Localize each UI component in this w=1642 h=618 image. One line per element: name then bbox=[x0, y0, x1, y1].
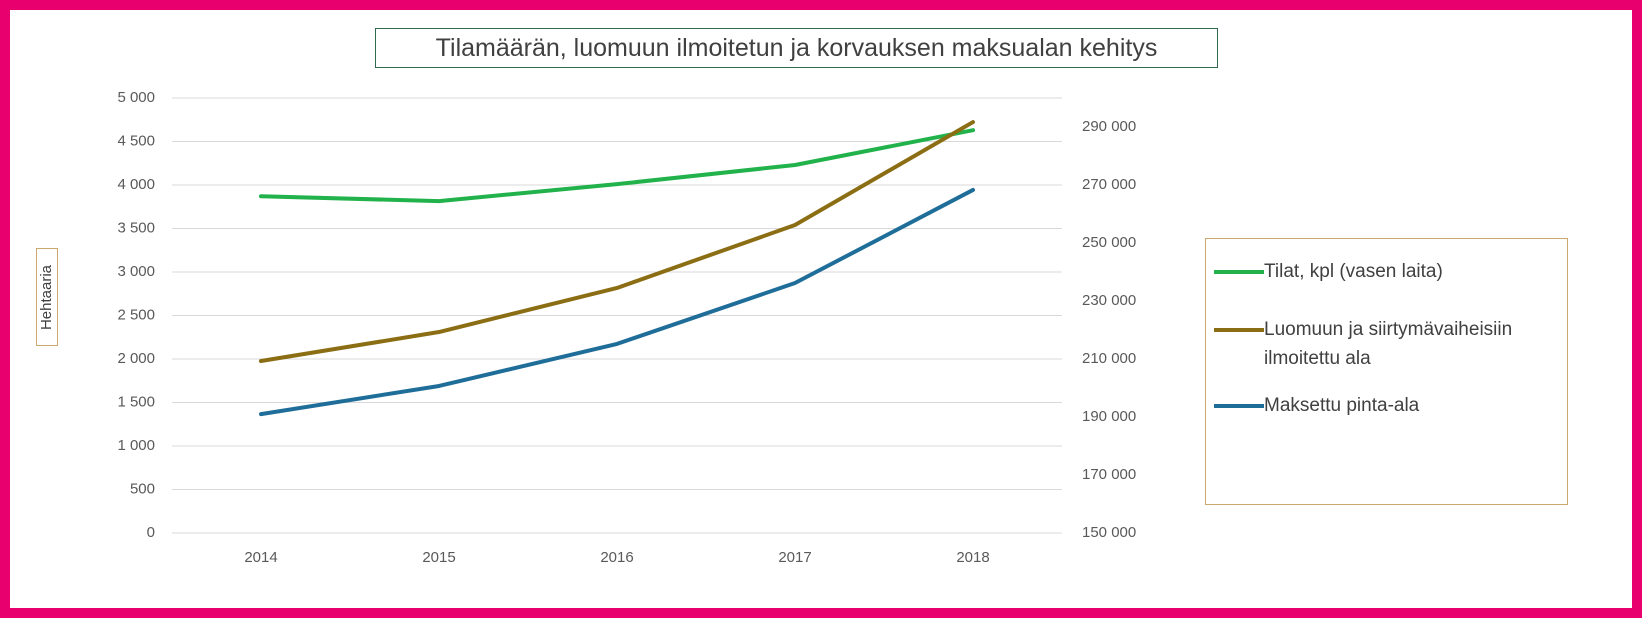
series-line bbox=[259, 128, 975, 204]
y-axis-label: Hehtaaria bbox=[38, 264, 56, 330]
legend-swatch bbox=[1214, 328, 1264, 332]
legend-swatch bbox=[1214, 404, 1264, 408]
y-tick-label: 2 500 bbox=[117, 306, 155, 323]
y2-tick-label: 230 000 bbox=[1082, 292, 1136, 309]
y2-tick-label: 290 000 bbox=[1082, 118, 1136, 135]
y2-tick-label: 150 000 bbox=[1082, 524, 1136, 541]
x-tick-label: 2016 bbox=[600, 549, 633, 566]
y-axis-label-box: Hehtaaria bbox=[36, 248, 58, 346]
series-line bbox=[259, 187, 975, 417]
legend-label: Maksettu pinta-ala bbox=[1264, 395, 1420, 416]
x-tick-label: 2018 bbox=[956, 549, 989, 566]
y-tick-label: 2 000 bbox=[117, 350, 155, 367]
legend-label: Luomuun ja siirtymävaiheisiin ilmoitettu… bbox=[1264, 319, 1513, 369]
y-tick-label: 0 bbox=[147, 524, 155, 541]
chart-title: Tilamäärän, luomuun ilmoitetun ja korvau… bbox=[375, 28, 1218, 68]
y2-tick-label: 250 000 bbox=[1082, 234, 1136, 251]
x-tick-label: 2014 bbox=[244, 549, 277, 566]
series-line bbox=[259, 120, 975, 364]
y2-tick-label: 210 000 bbox=[1082, 350, 1136, 367]
legend-item: Tilat, kpl (vasen laita) bbox=[1214, 257, 1567, 286]
legend-label: Tilat, kpl (vasen laita) bbox=[1264, 261, 1443, 282]
y-tick-label: 3 000 bbox=[117, 263, 155, 280]
y-tick-label: 5 000 bbox=[117, 89, 155, 106]
y2-tick-label: 170 000 bbox=[1082, 466, 1136, 483]
y-tick-label: 3 500 bbox=[117, 219, 155, 236]
y-tick-label: 500 bbox=[130, 480, 155, 497]
y-tick-label: 4 000 bbox=[117, 176, 155, 193]
y2-tick-label: 190 000 bbox=[1082, 408, 1136, 425]
x-tick-label: 2015 bbox=[422, 549, 455, 566]
y-tick-label: 1 500 bbox=[117, 393, 155, 410]
y-tick-label: 1 000 bbox=[117, 437, 155, 454]
legend: Tilat, kpl (vasen laita) Luomuun ja siirt… bbox=[1205, 238, 1568, 505]
y2-tick-label: 270 000 bbox=[1082, 176, 1136, 193]
legend-item: Maksettu pinta-ala bbox=[1214, 391, 1567, 420]
legend-item: Luomuun ja siirtymävaiheisiin ilmoitettu… bbox=[1214, 315, 1567, 373]
y-tick-label: 4 500 bbox=[117, 132, 155, 149]
legend-swatch bbox=[1214, 270, 1264, 274]
x-tick-label: 2017 bbox=[778, 549, 811, 566]
